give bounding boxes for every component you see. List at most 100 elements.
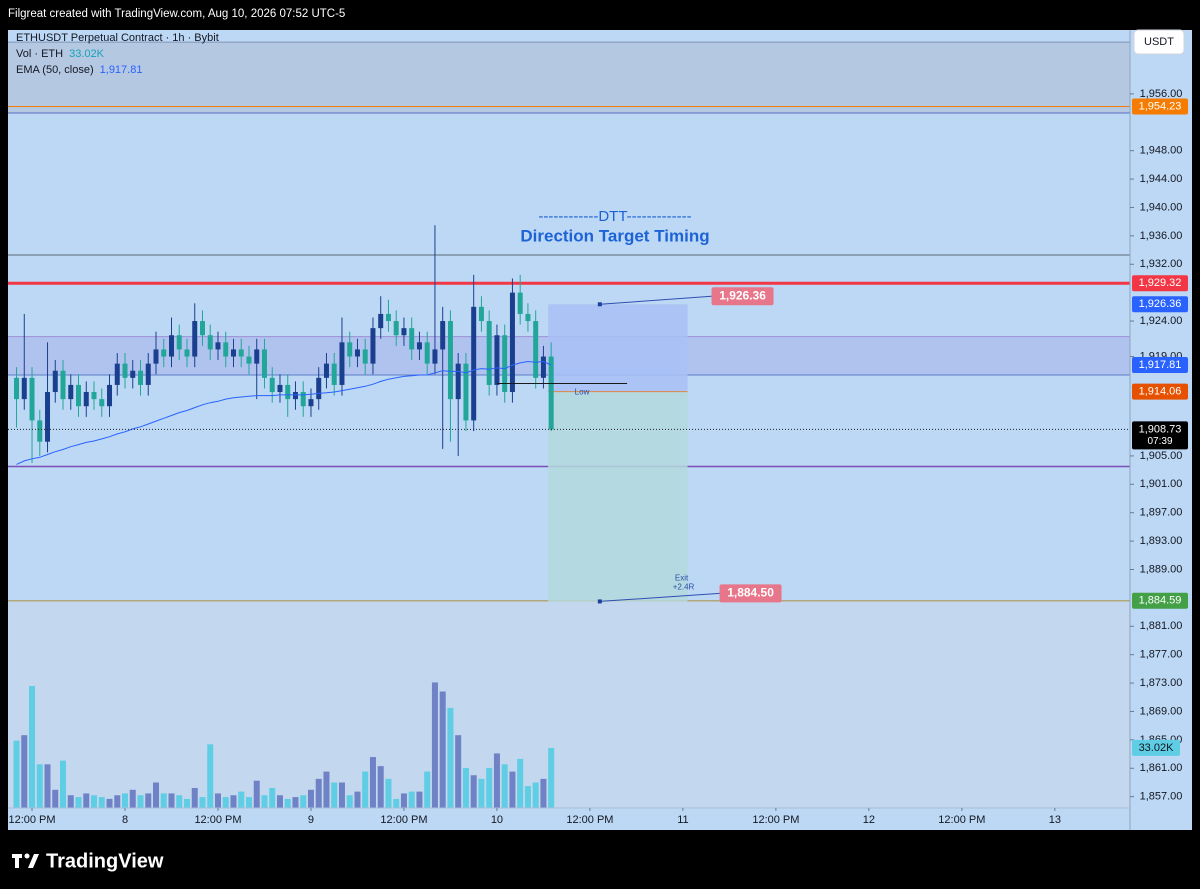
candle-body bbox=[409, 328, 415, 350]
candle-body bbox=[261, 349, 267, 378]
y-tick-label: 1,905.00 bbox=[1140, 450, 1183, 462]
y-tick-label: 1,877.00 bbox=[1140, 649, 1183, 661]
y-tick-label: 1,857.00 bbox=[1140, 791, 1183, 803]
volume-bar bbox=[400, 793, 407, 808]
candle-body bbox=[393, 321, 399, 336]
volume-label-box bbox=[1132, 739, 1180, 756]
candle-body bbox=[339, 342, 345, 385]
candle-body bbox=[68, 384, 74, 400]
candle-body bbox=[76, 384, 82, 407]
legend-volume: Vol · ETH 33.02K bbox=[16, 48, 105, 60]
volume-bar bbox=[524, 786, 531, 808]
y-tick-label: 1,901.00 bbox=[1140, 478, 1183, 490]
volume-bar bbox=[67, 795, 74, 808]
volume-bar bbox=[36, 764, 43, 808]
volume-bar bbox=[145, 793, 152, 808]
y-tick-label: 1,932.00 bbox=[1140, 258, 1183, 270]
candle-body bbox=[83, 392, 89, 407]
x-tick-label: 8 bbox=[122, 814, 128, 826]
y-tick-label: 1,889.00 bbox=[1140, 563, 1183, 575]
volume-bar bbox=[222, 797, 229, 808]
candle-body bbox=[45, 392, 51, 442]
price-label-box bbox=[1132, 421, 1188, 450]
target-zone bbox=[548, 391, 688, 602]
price-label: 1,908.73 bbox=[1139, 423, 1182, 435]
y-tick-label: 1,869.00 bbox=[1140, 705, 1183, 717]
target_label: 1,884.50 bbox=[727, 586, 774, 600]
price-axis: 1,956.00 1,948.00 1,944.00 1,940.00 1,936.00… bbox=[8, 88, 1188, 826]
candle-body bbox=[285, 384, 291, 400]
annotation: ------------DTT------------- bbox=[538, 208, 691, 225]
candle-body bbox=[122, 363, 128, 378]
price-label-box bbox=[1132, 383, 1188, 400]
candle-body bbox=[292, 392, 298, 400]
volume-bar bbox=[129, 789, 136, 808]
candle-body bbox=[176, 335, 182, 350]
candle-body bbox=[502, 335, 508, 393]
candle-body bbox=[99, 399, 105, 407]
x-tick-label: 12:00 PM bbox=[8, 814, 55, 826]
legend-label: Vol · ETH bbox=[16, 48, 63, 60]
overlays: Low bbox=[8, 360, 1130, 465]
price-label: 1,929.32 bbox=[1139, 277, 1182, 289]
volume-bar bbox=[455, 735, 462, 808]
candle-body bbox=[238, 349, 244, 357]
y-tick-label: 1,940.00 bbox=[1140, 201, 1183, 213]
candle-body bbox=[168, 335, 174, 357]
legend-label: EMA (50, close) bbox=[16, 64, 94, 76]
volume-bar bbox=[369, 757, 376, 808]
y-tick-label: 1,944.00 bbox=[1140, 173, 1183, 185]
x-tick-label: 12:00 PM bbox=[752, 814, 799, 826]
legend-symbol: ETHUSDT Perpetual Contract · 1h · Bybit bbox=[16, 32, 219, 44]
position: 1,926.36 1,884.50 Exit+2.4R bbox=[548, 287, 782, 604]
stop-zone bbox=[548, 304, 688, 392]
volume-bar bbox=[447, 707, 454, 808]
candle-body bbox=[316, 377, 322, 400]
currency-button[interactable] bbox=[1133, 29, 1185, 55]
candle-body bbox=[300, 392, 306, 407]
exit_label: Exit bbox=[675, 574, 689, 583]
candle-body bbox=[471, 306, 477, 421]
x-tick-label: 12:00 PM bbox=[566, 814, 613, 826]
volume-bar bbox=[486, 767, 493, 808]
candle-body bbox=[509, 292, 515, 393]
ema-line bbox=[16, 360, 552, 465]
volume-bar bbox=[75, 797, 82, 808]
candle-body bbox=[424, 342, 430, 364]
currency[interactable]: USDT bbox=[1144, 36, 1174, 48]
candle-body bbox=[230, 349, 236, 357]
candle-body bbox=[14, 377, 20, 400]
volume-bar bbox=[338, 782, 345, 808]
y-tick-label: 1,897.00 bbox=[1140, 507, 1183, 519]
volume-bar bbox=[431, 682, 438, 808]
price-label: 1,926.36 bbox=[1139, 298, 1182, 310]
candle-body bbox=[378, 313, 384, 329]
candle-body bbox=[385, 313, 391, 322]
candle-body bbox=[494, 335, 500, 385]
volume-bar bbox=[269, 787, 276, 808]
x-tick-label: 13 bbox=[1049, 814, 1061, 826]
volume-bar bbox=[276, 795, 283, 808]
candle-body bbox=[199, 321, 205, 336]
volume-bar bbox=[501, 764, 508, 808]
volume-bar bbox=[160, 793, 167, 808]
candle-body bbox=[432, 349, 438, 364]
candle-body bbox=[145, 363, 151, 385]
price-label-box bbox=[1132, 356, 1188, 373]
r_label: +2.4R bbox=[673, 583, 695, 592]
volume-bar bbox=[292, 797, 299, 808]
volume-bar bbox=[114, 795, 121, 808]
candle-body bbox=[215, 342, 221, 350]
candle-body bbox=[486, 321, 492, 385]
volume-bar bbox=[408, 791, 415, 808]
price-label-box bbox=[1132, 296, 1188, 313]
candle-body bbox=[184, 349, 190, 357]
volume-bar bbox=[122, 793, 129, 808]
volume-bar bbox=[44, 764, 51, 808]
volume-bar bbox=[238, 791, 245, 808]
tag-box bbox=[711, 287, 774, 306]
volume-bar bbox=[354, 791, 361, 808]
zone bbox=[8, 600, 1130, 808]
candle-body bbox=[192, 321, 198, 357]
